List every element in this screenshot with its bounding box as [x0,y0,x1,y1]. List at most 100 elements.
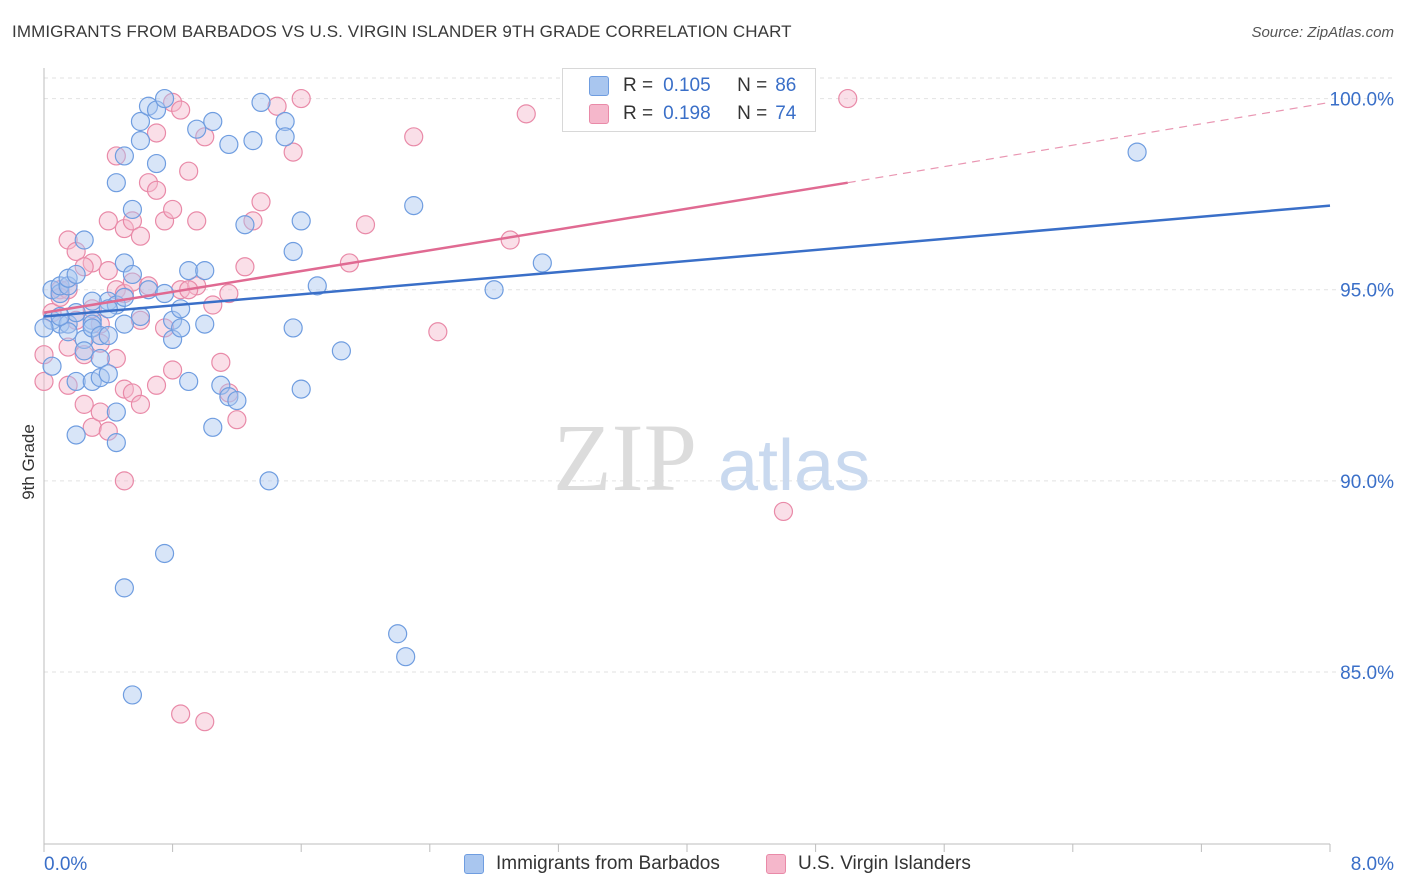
point-barbados [331,341,351,361]
point-virgin-islanders [203,295,223,315]
point-barbados [58,276,78,296]
y-tick-label: 85.0% [1340,663,1394,684]
point-virgin-islanders [195,127,215,147]
grid-lines [44,77,1394,673]
point-barbados [171,318,191,338]
point-virgin-islanders [163,360,183,380]
x-tick-label-max: 8.0% [1351,854,1394,875]
point-barbados [130,306,151,327]
point-virgin-islanders [428,322,448,342]
legend-swatch-blue [589,76,609,96]
bottom-legend-swatch-blue [464,854,484,874]
point-barbados [203,111,223,132]
point-barbados [82,318,102,338]
point-barbados [98,299,118,319]
legend-r-label: R = [623,75,654,96]
point-barbados [58,322,78,342]
point-barbados [484,280,504,300]
point-virgin-islanders [114,218,134,239]
point-barbados [50,283,70,304]
point-virgin-islanders [283,142,303,162]
source-label: Source: ZipAtlas.com [1251,24,1394,41]
point-virgin-islanders [74,394,94,414]
point-virgin-islanders [146,180,167,200]
point-barbados [163,310,183,330]
point-virgin-islanders [211,352,231,372]
point-virgin-islanders [74,257,94,277]
point-barbados [179,371,199,392]
bottom-legend-swatch-pink [766,854,786,874]
point-barbados [307,276,327,296]
point-virgin-islanders [267,96,287,116]
legend-r-value-barbados: 0.105 [663,75,711,96]
point-virgin-islanders [130,226,151,246]
trend-line-virgin-islanders [43,181,848,314]
point-barbados [74,329,94,350]
point-barbados [114,578,134,598]
point-virgin-islanders [98,211,118,231]
point-virgin-islanders [187,211,207,231]
point-virgin-islanders [355,215,376,235]
point-barbados [154,543,175,564]
point-barbados [50,276,70,296]
series-virgin-islanders-points [34,88,858,732]
point-virgin-islanders [773,501,794,522]
bottom-legend-label-virgin-islanders: U.S. Virgin Islanders [798,853,971,874]
series-barbados-points [34,88,1147,705]
bottom-legend-label-barbados: Immigrants from Barbados [496,853,720,874]
point-barbados [388,624,408,644]
point-virgin-islanders [291,88,311,109]
point-virgin-islanders [34,371,54,392]
point-barbados [259,471,279,491]
point-barbados [90,325,110,346]
point-virgin-islanders [219,283,239,304]
point-virgin-islanders [171,704,191,724]
point-virgin-islanders [98,261,118,281]
y-tick-label: 90.0% [1340,472,1394,493]
point-virgin-islanders [90,402,110,422]
point-barbados [98,325,118,346]
point-barbados [404,196,424,216]
point-virgin-islanders [122,272,143,292]
point-virgin-islanders [500,230,520,250]
legend-row-virgin-islanders: R = 0.198 N = 74 [589,101,796,127]
point-barbados [114,287,134,307]
point-virgin-islanders [122,211,143,231]
point-virgin-islanders [163,199,183,220]
point-virgin-islanders [227,410,247,430]
point-barbados [187,119,207,139]
point-barbados [98,364,118,384]
y-tick-labels: 85.0% 90.0% 95.0% 100.0% [1330,90,1395,684]
point-virgin-islanders [146,375,167,395]
point-barbados [283,241,303,262]
point-barbados [122,685,143,705]
point-virgin-islanders [235,257,255,277]
point-virgin-islanders [90,333,110,353]
bottom-legend-barbados: Immigrants from Barbados [464,852,720,876]
point-barbados [195,261,215,281]
point-barbados [532,253,552,273]
point-virgin-islanders [130,394,151,414]
point-virgin-islanders [838,88,858,109]
point-virgin-islanders [34,345,54,365]
y-axis-label: 9th Grade [19,424,38,500]
point-barbados [211,375,231,395]
point-barbados [275,127,295,147]
point-barbados [114,146,134,166]
point-virgin-islanders [138,173,159,193]
point-barbados [235,215,255,235]
point-virgin-islanders [146,123,167,143]
point-virgin-islanders [114,471,134,491]
stats-legend: R = 0.105 N = 86 R = 0.198 N = 74 [562,68,816,132]
legend-r-value-virgin-islanders: 0.198 [663,103,711,124]
point-virgin-islanders [66,241,86,262]
point-barbados [66,371,86,392]
legend-r-label: R = [623,103,654,124]
point-barbados [130,131,151,151]
point-virgin-islanders [195,712,215,732]
point-virgin-islanders [171,100,191,120]
point-virgin-islanders [179,161,199,181]
point-barbados [291,379,311,399]
point-virgin-islanders [122,383,143,403]
